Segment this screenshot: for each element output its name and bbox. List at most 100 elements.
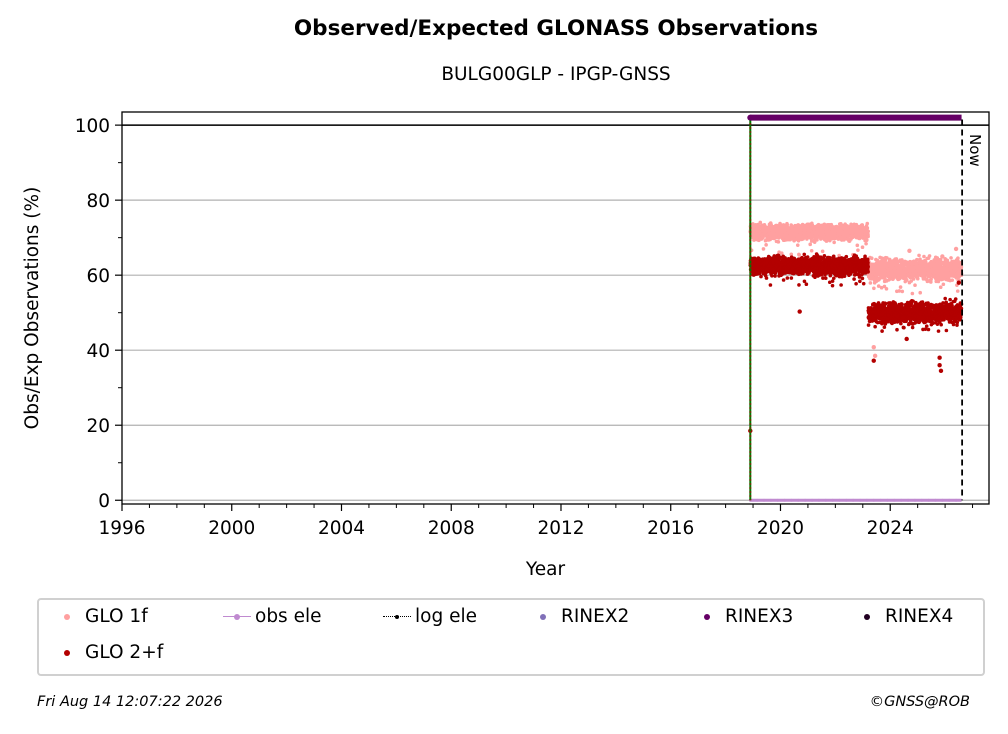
data-point xyxy=(929,277,933,282)
data-point xyxy=(802,279,807,284)
data-point xyxy=(866,229,870,234)
data-point xyxy=(948,297,952,302)
data-point xyxy=(844,254,849,259)
data-point xyxy=(761,247,766,251)
obs-ele-point xyxy=(851,498,855,502)
copyright-label: ©GNSS@ROB xyxy=(869,694,970,710)
data-point xyxy=(910,291,915,296)
data-point xyxy=(944,328,949,333)
rinex3-start-point xyxy=(747,114,754,121)
data-point xyxy=(900,289,905,294)
data-point xyxy=(797,253,801,257)
data-point xyxy=(918,290,923,295)
data-point xyxy=(926,327,931,332)
obs-ele-point xyxy=(872,498,876,502)
data-point xyxy=(911,299,915,303)
obs-ele-point xyxy=(913,498,917,502)
y-tick-label: 60 xyxy=(86,266,110,287)
data-point xyxy=(858,279,862,284)
outlier-point xyxy=(937,355,942,360)
legend-label: log ele xyxy=(415,606,477,627)
obs-ele-point xyxy=(831,498,835,502)
data-point xyxy=(922,254,926,259)
legend-label: RINEX3 xyxy=(725,606,794,627)
data-point xyxy=(779,251,784,255)
obs-ele-point xyxy=(934,498,937,502)
data-point xyxy=(944,300,948,305)
data-point xyxy=(823,276,828,281)
chart-title: Observed/Expected GLONASS Observations xyxy=(293,16,819,41)
outlier-point xyxy=(797,309,802,314)
data-point xyxy=(955,289,960,293)
obs-ele-point xyxy=(824,498,828,502)
obs-ele-point xyxy=(892,498,896,502)
data-point xyxy=(751,222,755,226)
obs-ele-point xyxy=(776,498,780,502)
data-point xyxy=(820,249,825,254)
data-point xyxy=(789,276,794,280)
obs-ele-point xyxy=(920,498,924,502)
data-point xyxy=(910,325,915,330)
data-point xyxy=(795,243,800,247)
obs-ele-point xyxy=(906,498,910,502)
obs-ele-point xyxy=(769,498,773,502)
data-point xyxy=(865,257,870,262)
data-point xyxy=(824,239,829,243)
legend-item-log-ele: log ele xyxy=(379,606,477,627)
data-point xyxy=(913,283,917,287)
y-tick-label: 0 xyxy=(98,491,110,512)
data-point xyxy=(956,256,960,260)
data-point xyxy=(955,320,960,325)
data-point xyxy=(866,260,870,265)
legend-marker-glo-2f xyxy=(49,643,85,663)
obs-ele-point xyxy=(790,498,793,502)
data-point xyxy=(875,258,880,263)
data-point xyxy=(915,257,919,262)
data-point xyxy=(861,281,866,286)
legend-label: RINEX2 xyxy=(561,606,630,627)
obs-ele-point xyxy=(838,498,841,502)
data-point xyxy=(900,302,904,307)
legend-item-rinex2: RINEX2 xyxy=(525,606,629,627)
outlier-point xyxy=(953,246,959,252)
obs-ele-point xyxy=(844,498,848,502)
y-tick-label: 80 xyxy=(86,191,110,212)
data-point xyxy=(895,327,899,332)
data-point xyxy=(785,223,790,227)
data-point xyxy=(872,286,876,291)
data-point xyxy=(764,276,769,280)
legend-label: obs ele xyxy=(255,606,322,627)
legend-marker-obs-ele xyxy=(219,607,255,627)
data-point xyxy=(830,279,835,283)
data-point xyxy=(915,276,920,281)
data-point xyxy=(767,255,772,260)
data-point xyxy=(856,248,860,252)
data-point xyxy=(941,301,945,305)
obs-ele-point xyxy=(899,498,903,502)
now-label: Now xyxy=(966,134,984,167)
data-point xyxy=(951,322,956,327)
data-point xyxy=(781,278,786,282)
y-tick-label: 100 xyxy=(75,116,110,137)
data-point xyxy=(941,282,946,287)
data-point xyxy=(936,329,941,333)
outlier-point xyxy=(940,254,945,259)
data-point xyxy=(927,254,932,258)
data-point xyxy=(864,241,868,246)
legend-marker-rinex4 xyxy=(849,607,885,627)
data-point xyxy=(764,243,768,247)
outlier-point xyxy=(871,345,876,350)
data-point xyxy=(768,283,773,287)
data-point xyxy=(866,264,870,269)
data-point xyxy=(884,287,889,291)
data-point xyxy=(924,324,929,328)
data-point xyxy=(950,278,955,282)
data-point xyxy=(866,323,871,327)
x-tick-label: 2008 xyxy=(428,518,475,539)
data-point xyxy=(904,278,909,282)
obs-ele-point xyxy=(947,498,951,502)
data-point xyxy=(785,276,790,280)
series-glo-1f xyxy=(748,220,964,359)
obs-ele-point xyxy=(817,498,821,502)
data-point xyxy=(882,284,887,289)
